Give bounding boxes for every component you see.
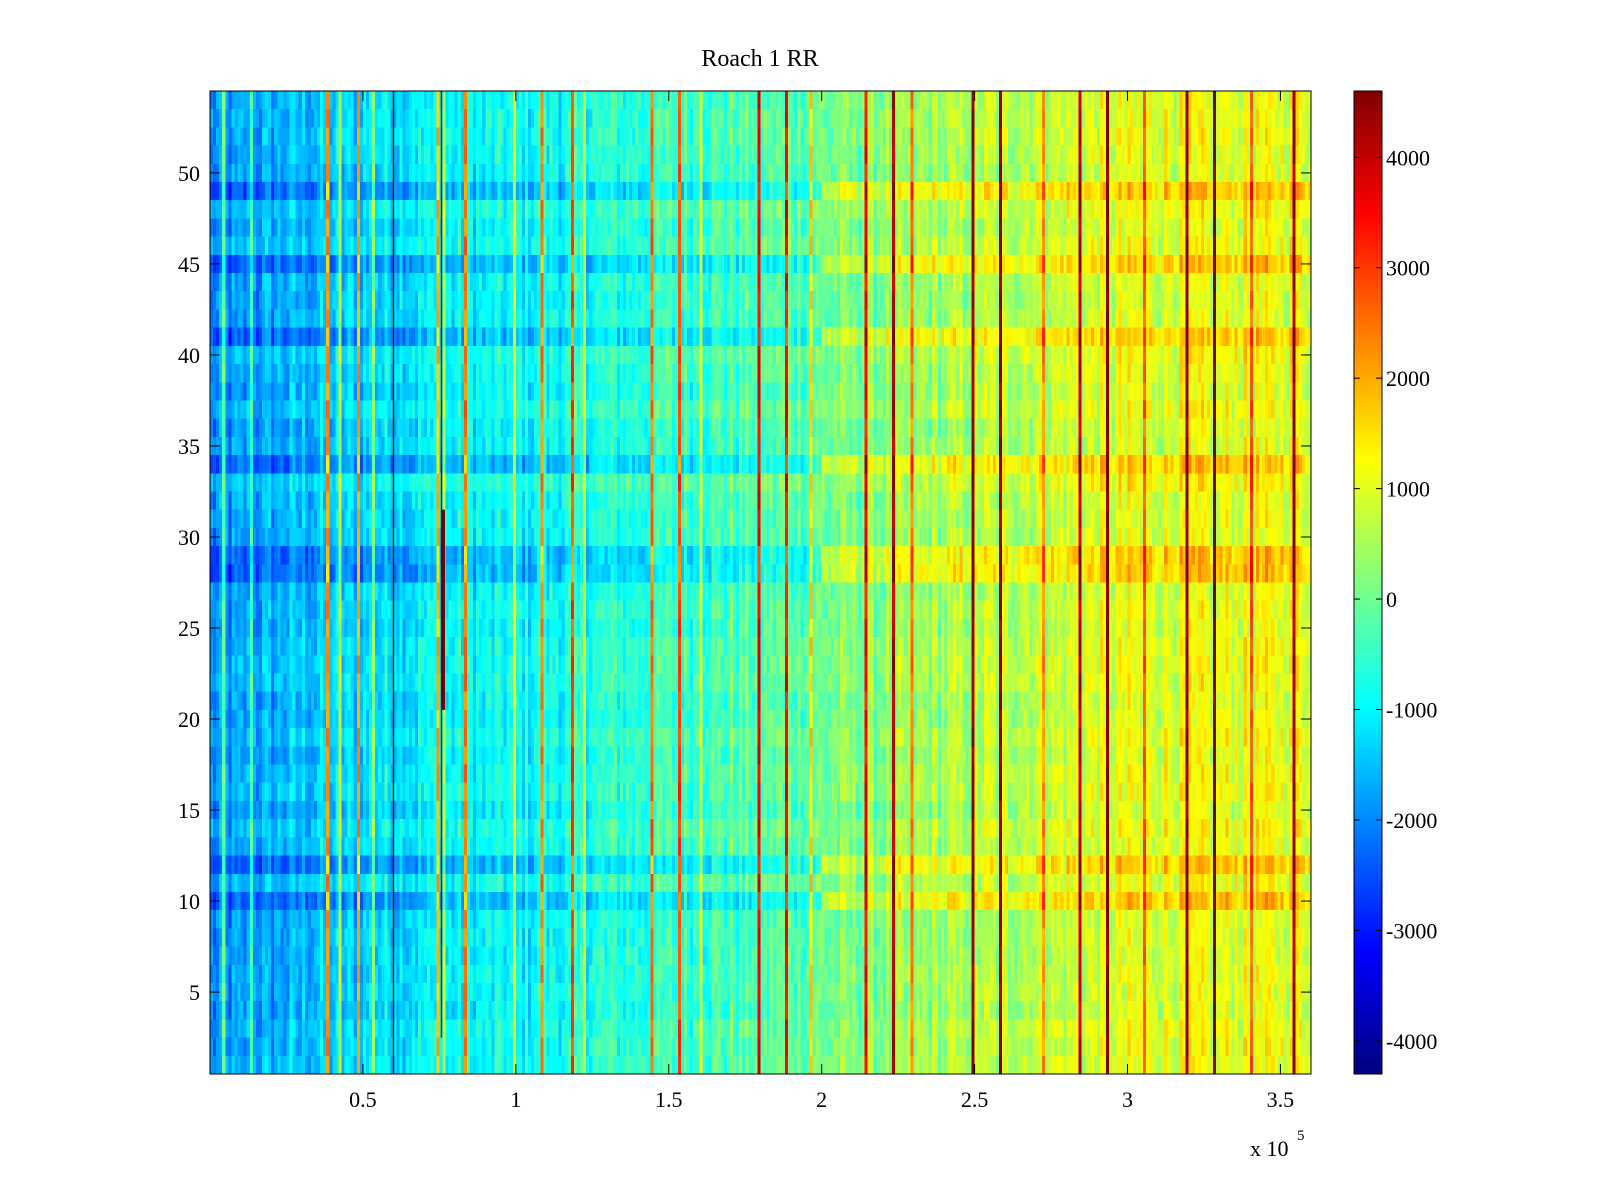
y-tick-label: 25 [178,616,200,641]
colorbar-tick-label: -4000 [1386,1029,1437,1054]
y-tick-label: 40 [178,343,200,368]
colorbar-tick-label: -3000 [1386,918,1437,943]
x-axis: 0.5 1 1.5 2 2.5 3 3.5 [349,91,1294,1112]
chart-title: Roach 1 RR [701,46,818,72]
colorbar: -4000 -3000 -2000 -1000 0 1000 2000 3000 4000 [1353,90,1437,1075]
colorbar-tick-label: -2000 [1386,808,1437,833]
y-tick-label: 10 [178,889,200,914]
colorbar-tick-label: 1000 [1386,477,1430,502]
y-tick-label: 50 [178,161,200,186]
x-exponent-power: 5 [1297,1128,1305,1144]
colorbar-tick-label: 0 [1386,587,1397,612]
colorbar-tick-label: -1000 [1386,698,1437,723]
colorbar-tick-label: 4000 [1386,145,1430,170]
x-tick-label: 3.5 [1267,1087,1295,1112]
y-tick-label: 5 [189,980,200,1005]
y-tick-label: 45 [178,252,200,277]
y-tick-label: 20 [178,707,200,732]
y-tick-label: 15 [178,798,200,823]
y-tick-label: 35 [178,434,200,459]
x-tick-label: 1 [510,1087,521,1112]
x-tick-label: 2 [816,1087,827,1112]
x-tick-label: 2.5 [961,1087,989,1112]
x-tick-label: 3 [1122,1087,1133,1112]
plot-frame [209,90,1312,1075]
y-axis: 5 10 15 20 25 30 35 40 45 50 [178,161,1311,1005]
colorbar-tick-label: 3000 [1386,256,1430,281]
heatmap-image [210,91,1311,1074]
colorbar-tick-label: 2000 [1386,366,1430,391]
x-exponent-base: x 10 [1250,1136,1289,1161]
heatmap-overlay-lines [392,91,446,1074]
colorbar-rect [1353,90,1383,1075]
y-tick-label: 30 [178,525,200,550]
x-axis-exponent: x 10 5 [1250,1128,1305,1161]
x-tick-label: 0.5 [349,1087,377,1112]
heatmap-cells [210,91,1311,1074]
x-tick-label: 1.5 [655,1087,683,1112]
colorbar-ticks: -4000 -3000 -2000 -1000 0 1000 2000 3000 4000 [1354,145,1437,1054]
